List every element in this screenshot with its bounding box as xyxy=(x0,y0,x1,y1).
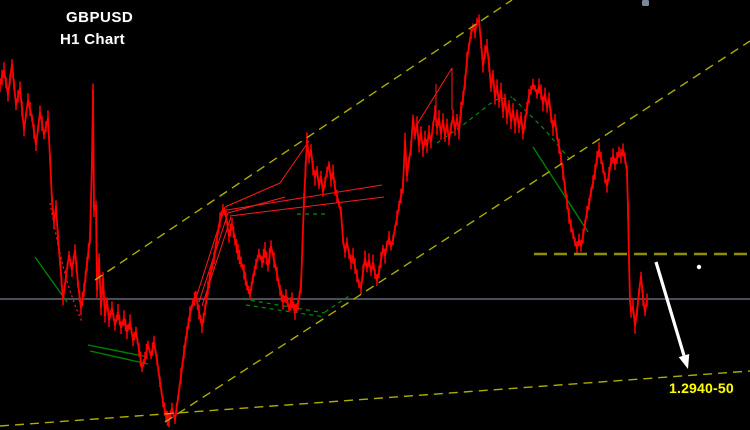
green-support-line xyxy=(89,350,149,365)
red-trendline xyxy=(279,140,310,184)
green-support-line xyxy=(532,146,589,233)
red-trendline xyxy=(415,67,453,127)
red-trendline xyxy=(201,216,232,307)
green-dashed-support-line xyxy=(512,97,573,163)
support-zone-label: 1.2940-50 xyxy=(669,380,734,396)
green-support-line xyxy=(87,344,149,358)
green-dashed-support-line xyxy=(242,298,326,314)
green-dashed-support-line xyxy=(245,304,326,318)
channel-upper-trendline xyxy=(94,0,513,281)
red-dotted-trendline xyxy=(49,202,83,323)
green-dashed-support-line xyxy=(324,293,353,313)
timeframe-label: H1 Chart xyxy=(60,31,125,48)
price-skeleton xyxy=(0,18,648,424)
support-trendline xyxy=(0,370,750,427)
sell-arrow-shaft xyxy=(654,261,686,357)
sell-arrow-head xyxy=(678,354,690,369)
cursor-artifact xyxy=(642,0,649,6)
green-dashed-support-line xyxy=(436,96,513,144)
symbol-label: GBPUSD xyxy=(66,9,134,26)
channel-lower-trendline xyxy=(164,40,750,423)
red-trendline xyxy=(224,182,281,208)
red-trendline xyxy=(229,196,385,217)
price-candles xyxy=(0,14,648,428)
white-dot-marker xyxy=(696,264,702,270)
